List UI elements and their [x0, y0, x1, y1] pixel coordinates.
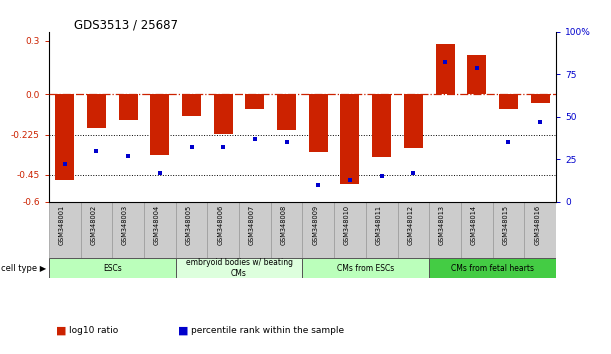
Bar: [436, 44, 455, 95]
Point: [377, 173, 387, 179]
Bar: [524, 202, 556, 258]
Text: CMs from fetal hearts: CMs from fetal hearts: [451, 264, 534, 273]
Bar: [207, 202, 239, 258]
Bar: [334, 202, 366, 258]
Point: [155, 170, 165, 176]
Bar: [372, 95, 391, 157]
Bar: [214, 95, 233, 134]
Text: GSM348008: GSM348008: [280, 205, 287, 245]
Bar: [119, 95, 137, 120]
Point: [535, 119, 545, 125]
Point: [60, 161, 70, 167]
Bar: [499, 95, 518, 109]
Text: embryoid bodies w/ beating
CMs: embryoid bodies w/ beating CMs: [186, 258, 293, 278]
Text: GSM348002: GSM348002: [90, 205, 97, 245]
Bar: [176, 202, 207, 258]
Bar: [150, 95, 169, 155]
Point: [250, 136, 260, 142]
Bar: [398, 202, 429, 258]
Text: GSM348014: GSM348014: [470, 205, 477, 245]
Text: GSM348013: GSM348013: [439, 205, 445, 245]
Text: GSM348005: GSM348005: [186, 205, 191, 245]
Bar: [271, 202, 302, 258]
Text: GSM348001: GSM348001: [59, 205, 65, 245]
Text: percentile rank within the sample: percentile rank within the sample: [191, 326, 345, 336]
Text: log10 ratio: log10 ratio: [69, 326, 119, 336]
Bar: [81, 202, 112, 258]
Bar: [49, 258, 176, 278]
Bar: [366, 202, 398, 258]
Text: GSM348006: GSM348006: [217, 205, 223, 245]
Text: ■: ■: [178, 326, 189, 336]
Text: ESCs: ESCs: [103, 264, 122, 273]
Point: [345, 177, 355, 183]
Bar: [176, 258, 302, 278]
Bar: [277, 95, 296, 130]
Bar: [404, 95, 423, 148]
Text: GSM348004: GSM348004: [154, 205, 160, 245]
Point: [186, 144, 196, 150]
Text: GSM348016: GSM348016: [534, 205, 540, 245]
Bar: [112, 202, 144, 258]
Text: GSM348010: GSM348010: [344, 205, 350, 245]
Bar: [530, 95, 550, 103]
Bar: [239, 202, 271, 258]
Bar: [309, 95, 328, 152]
Bar: [55, 95, 75, 180]
Bar: [340, 95, 359, 184]
Text: ■: ■: [56, 326, 67, 336]
Bar: [461, 202, 492, 258]
Point: [92, 148, 101, 154]
Bar: [144, 202, 176, 258]
Bar: [182, 95, 201, 116]
Bar: [302, 258, 429, 278]
Bar: [87, 95, 106, 129]
Text: GSM348015: GSM348015: [502, 205, 508, 245]
Point: [282, 139, 291, 145]
Bar: [246, 95, 265, 109]
Point: [218, 144, 228, 150]
Bar: [302, 202, 334, 258]
Text: GSM348011: GSM348011: [376, 205, 382, 245]
Point: [503, 139, 513, 145]
Text: GSM348012: GSM348012: [408, 205, 414, 245]
Bar: [49, 202, 81, 258]
Text: CMs from ESCs: CMs from ESCs: [337, 264, 395, 273]
Point: [313, 182, 323, 188]
Text: GSM348003: GSM348003: [122, 205, 128, 245]
Point: [440, 59, 450, 65]
Text: GSM348007: GSM348007: [249, 205, 255, 245]
Bar: [429, 258, 556, 278]
Point: [409, 170, 419, 176]
Bar: [492, 202, 524, 258]
Point: [472, 65, 481, 70]
Text: GSM348009: GSM348009: [312, 205, 318, 245]
Text: cell type ▶: cell type ▶: [1, 264, 46, 273]
Text: GDS3513 / 25687: GDS3513 / 25687: [75, 19, 178, 32]
Bar: [429, 202, 461, 258]
Point: [123, 153, 133, 159]
Bar: [467, 55, 486, 95]
